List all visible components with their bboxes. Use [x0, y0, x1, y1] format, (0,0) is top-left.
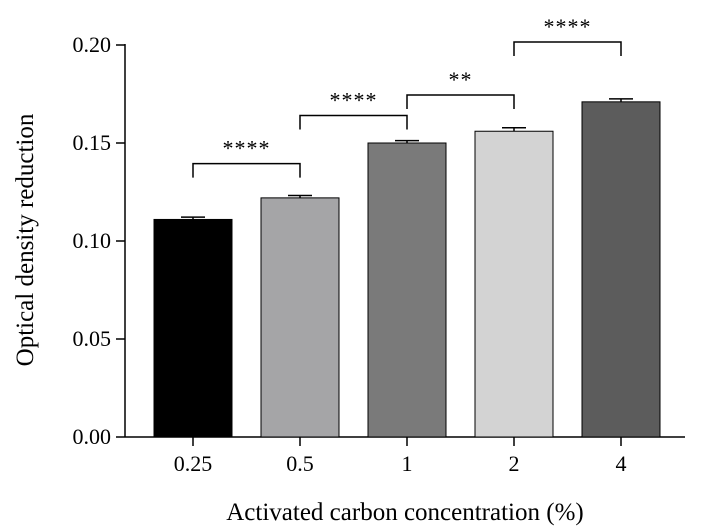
y-tick-label: 0.15 [73, 130, 112, 155]
x-tick-label: 4 [616, 451, 627, 476]
x-tick-label: 0.5 [286, 451, 314, 476]
significance-label: **** [544, 14, 592, 39]
significance-label: **** [223, 136, 271, 161]
x-tick-label: 0.25 [174, 451, 213, 476]
y-tick-label: 0.20 [73, 32, 112, 57]
bar [367, 142, 447, 438]
plot-area: 0.000.050.100.150.200.25 0.5 1 2 4**********… [73, 14, 685, 476]
y-tick-label: 0.00 [73, 424, 112, 449]
y-tick-label: 0.05 [73, 326, 112, 351]
significance-bracket [513, 41, 622, 57]
significance-bracket [299, 114, 408, 130]
significance-label: ** [449, 67, 473, 92]
bar [260, 197, 340, 438]
bar [153, 218, 233, 438]
bar [581, 101, 661, 438]
significance-bracket [192, 162, 301, 178]
x-tick-label: 1 [402, 451, 413, 476]
x-axis-title: Activated carbon concentration (%) [226, 499, 583, 526]
x-tick-label: 2 [509, 451, 520, 476]
bar [474, 130, 554, 438]
significance-label: **** [330, 88, 378, 113]
y-axis-title: Optical density reduction [12, 113, 39, 366]
y-tick-label: 0.10 [73, 228, 112, 253]
significance-bracket [406, 94, 515, 109]
